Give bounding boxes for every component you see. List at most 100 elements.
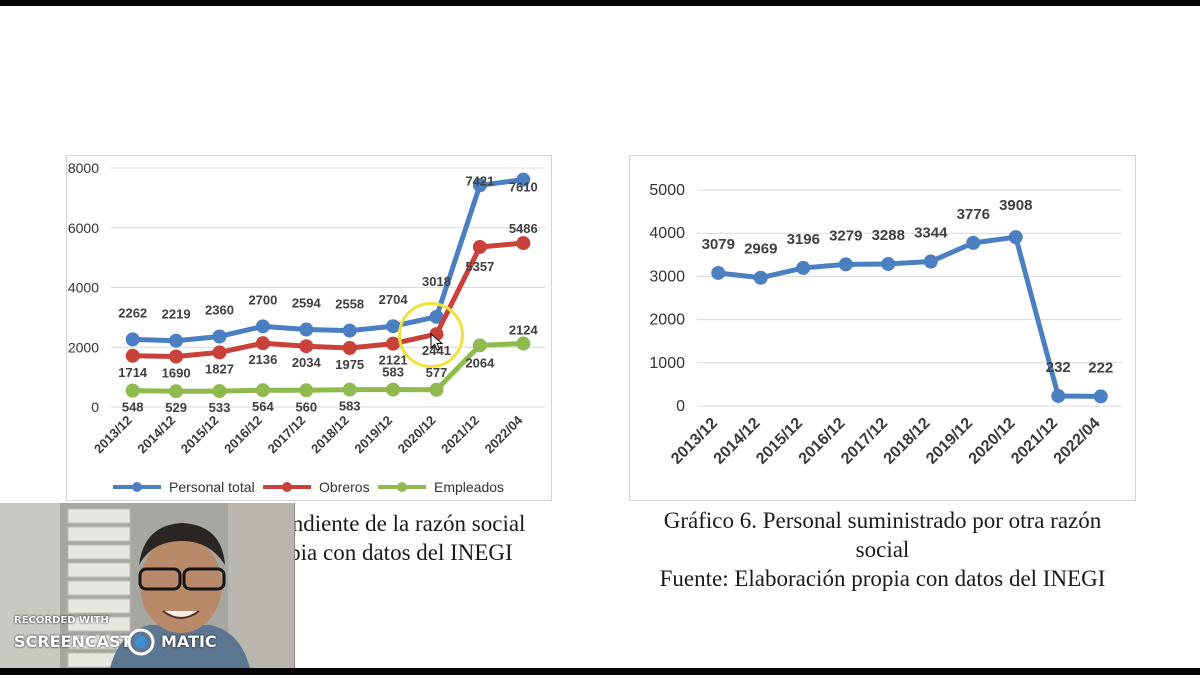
data-label: 3279 [829,227,862,244]
x-tick-label: 2022/04 [1051,415,1104,468]
y-tick-label: 4000 [649,225,685,242]
y-tick-label: 2000 [649,312,685,329]
data-label: 3344 [914,225,948,242]
x-tick-label: 2018/12 [881,415,934,468]
webcam-video-frame [0,503,294,668]
x-tick-label: 2021/12 [438,413,482,457]
data-label: 2969 [744,241,777,258]
data-point [342,340,357,355]
data-point [342,382,357,397]
y-tick-label: 1000 [649,355,685,372]
mouse-pointer-icon [430,332,444,351]
data-label: 2219 [162,307,191,322]
data-label: 583 [339,399,361,414]
caption-chart-left: pendiente de la razón social ropia con d… [270,509,525,567]
data-label: 1975 [335,357,364,372]
y-tick-label: 0 [91,399,99,415]
data-label: 2064 [465,355,495,370]
data-label: 2700 [248,292,277,307]
x-tick-label: 2016/12 [796,415,849,468]
data-label: 577 [426,365,448,380]
data-point [386,319,401,334]
y-tick-label: 8000 [68,160,99,176]
x-tick-label: 2019/12 [923,415,976,468]
series-line-0 [715,234,1104,399]
data-label: 3908 [999,197,1032,214]
y-tick-label: 4000 [68,280,99,296]
x-tick-label: 2021/12 [1008,415,1061,468]
data-point [386,382,401,397]
legend-marker [397,482,407,492]
x-tick-label: 2017/12 [265,413,309,457]
x-tick-label: 2020/12 [395,413,439,457]
data-point [516,336,531,351]
data-label: 533 [209,400,231,415]
data-point [966,235,981,250]
caption-right-line1: Gráfico 6. Personal suministrado por otr… [663,508,1102,533]
bottom-letterbox-bar [0,668,1200,675]
webcam-overlay: RECORDED WITH SCREENCAST MATIC [0,503,295,668]
caption-left-line2: ropia con datos del INEGI [270,540,513,565]
y-tick-label: 3000 [649,268,685,285]
data-point [212,345,227,360]
data-point [299,322,314,337]
data-point [125,332,140,347]
data-label: 3288 [872,227,905,244]
caption-left-line1: pendiente de la razón social [270,511,526,536]
data-point [796,260,811,275]
series-line-0 [130,177,526,344]
data-label: 1690 [162,366,191,381]
watermark-matic: MATIC [161,632,217,651]
data-label: 2262 [118,305,147,320]
data-point [711,265,726,280]
data-point [125,348,140,363]
data-point [881,256,896,271]
x-tick-label: 2013/12 [91,413,135,457]
x-tick-label: 2015/12 [753,415,806,468]
chart-personal-suministrado: 0 1000 2000 3000 4000 5000 2013/12 2014/12 2015/… [629,155,1136,501]
data-label: 564 [252,399,274,414]
data-point [1051,388,1066,403]
data-label: 3196 [787,231,820,248]
legend: Personal total Obreros Empleados [113,479,504,495]
data-label: 548 [122,400,144,415]
data-label: 222 [1088,359,1113,376]
data-point [923,254,938,269]
data-point [255,383,270,398]
data-point [838,257,853,272]
y-tick-label: 0 [676,398,685,415]
series-line-2 [130,341,526,394]
x-tick-label: 2019/12 [351,413,395,457]
data-label: 3018 [422,274,451,289]
data-label: 3776 [957,206,990,223]
data-point [753,270,768,285]
caption-right-line3: Fuente: Elaboración propia con datos del… [659,566,1106,591]
data-label: 529 [165,400,187,415]
data-point [212,329,227,344]
data-label: 2121 [379,353,408,368]
watermark-recorded-with: RECORDED WITH [14,615,109,626]
series-line-1 [130,240,526,360]
data-label: 7610 [509,180,538,195]
data-label: 2360 [205,302,234,317]
data-label: 232 [1046,359,1071,376]
caption-right-line2: social [855,537,910,562]
data-label: 2136 [248,352,277,367]
data-point [1008,230,1023,245]
data-point [472,178,487,193]
data-point [212,384,227,399]
data-point [516,172,531,187]
data-point [386,336,401,351]
legend-marker [282,482,292,492]
data-point [299,339,314,354]
data-label: 2124 [509,323,539,338]
x-tick-label: 2014/12 [134,413,178,457]
data-label: 2704 [379,292,409,307]
data-label: 2034 [292,355,322,370]
watermark-screencast: SCREENCAST [14,632,132,651]
legend-label: Personal total [169,479,255,495]
data-point [299,383,314,398]
data-label: 1714 [118,365,148,380]
data-label: 583 [382,365,404,380]
